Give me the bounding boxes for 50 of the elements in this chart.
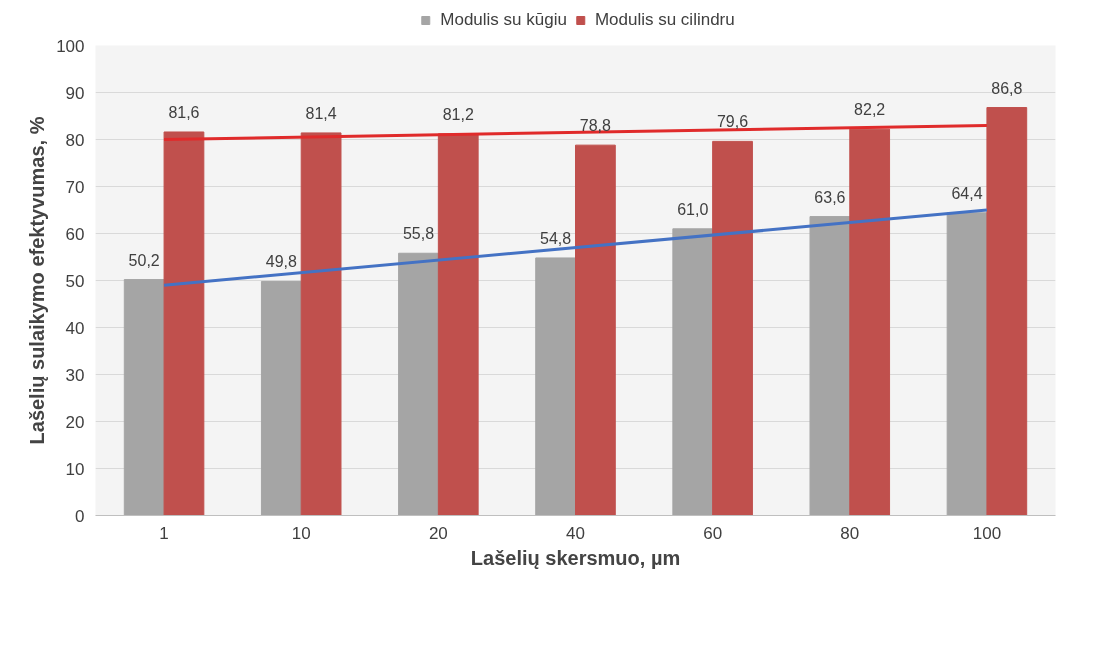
data-label: 63,6 (814, 188, 846, 206)
bar (300, 132, 342, 516)
y-tick-label: 30 (65, 365, 85, 385)
bar (535, 257, 576, 516)
data-label: 50,2 (128, 251, 160, 269)
data-label: 61,0 (677, 200, 709, 218)
y-tick-label: 100 (56, 36, 85, 56)
bar (575, 144, 616, 516)
y-tick-label: 40 (65, 318, 85, 338)
data-label: 55,8 (402, 225, 435, 243)
y-tick-label: 60 (65, 224, 85, 244)
x-tick-label: 1 (159, 523, 169, 543)
data-label: 82,2 (854, 101, 886, 119)
x-axis-title: Lašelių skersmuo, µm (470, 546, 681, 569)
x-tick-label: 100 (972, 523, 1002, 543)
legend-label: Modulis su kūgiu (440, 10, 567, 30)
y-tick-label: 80 (65, 130, 85, 150)
y-tick-label: 0 (75, 506, 85, 526)
data-label: 79,6 (716, 113, 749, 131)
bar (260, 280, 302, 516)
data-label: 81,2 (442, 105, 474, 123)
y-tick-label: 50 (65, 271, 85, 291)
legend-label: Modulis su cilindru (594, 10, 735, 30)
bar (946, 212, 988, 516)
data-label: 49,8 (265, 253, 297, 271)
x-tick-label: 60 (703, 523, 723, 543)
bar (123, 279, 165, 516)
x-tick-label: 40 (566, 523, 585, 543)
data-label: 86,8 (991, 79, 1023, 97)
bar (986, 107, 1028, 516)
y-tick-label: 20 (65, 412, 85, 432)
data-label: 81,6 (168, 103, 200, 121)
x-tick-label: 80 (840, 523, 860, 543)
data-label: 54,8 (540, 229, 572, 247)
bar (672, 228, 714, 516)
data-label: 81,4 (305, 104, 337, 122)
x-tick-label: 10 (291, 523, 311, 543)
bar (163, 131, 205, 516)
bar (437, 133, 479, 516)
y-tick-label: 70 (65, 177, 85, 197)
data-label: 64,4 (951, 184, 983, 202)
data-label: 78,8 (579, 117, 612, 135)
y-tick-label: 90 (65, 83, 85, 103)
bar (849, 128, 891, 516)
bar (809, 216, 851, 516)
y-axis-title: Lašelių sulaikymo efektyvumas, % (26, 116, 49, 445)
bar (712, 140, 753, 516)
y-tick-label: 10 (65, 459, 85, 479)
x-tick-label: 20 (428, 523, 448, 543)
bar (398, 252, 439, 516)
